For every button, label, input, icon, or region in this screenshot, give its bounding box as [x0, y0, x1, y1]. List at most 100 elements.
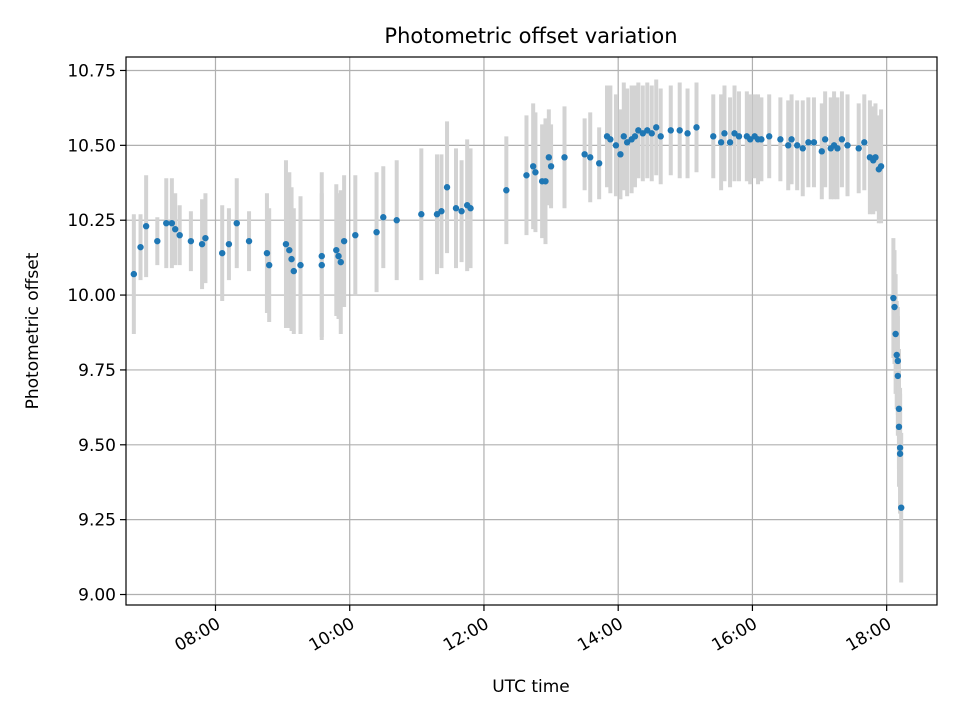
- data-point: [286, 246, 293, 254]
- data-point: [581, 151, 588, 158]
- data-point: [352, 231, 359, 239]
- data-point: [393, 217, 400, 224]
- data-point: [667, 127, 674, 134]
- data-point: [805, 139, 812, 146]
- data-point: [717, 139, 725, 146]
- data-point: [896, 450, 904, 457]
- data-point: [340, 237, 348, 245]
- data-point: [142, 222, 150, 230]
- data-point: [443, 184, 451, 191]
- data-point: [785, 142, 792, 149]
- y-tick-label: 10.50: [67, 136, 116, 156]
- data-point: [896, 444, 904, 451]
- data-point: [758, 136, 765, 143]
- data-point: [233, 219, 240, 227]
- data-point: [721, 130, 728, 137]
- data-point: [176, 231, 183, 239]
- data-point: [818, 148, 825, 155]
- data-point: [288, 255, 295, 263]
- data-point: [676, 127, 683, 134]
- data-point: [877, 163, 885, 170]
- data-point: [380, 214, 387, 221]
- data-point: [894, 372, 902, 380]
- data-point: [547, 163, 555, 170]
- chart-title: Photometric offset variation: [384, 24, 677, 48]
- data-point: [777, 136, 784, 143]
- y-tick-label: 10.25: [67, 211, 116, 231]
- data-point: [799, 145, 806, 152]
- data-point: [337, 258, 344, 266]
- data-point: [458, 208, 465, 215]
- data-point: [617, 151, 624, 158]
- data-point: [793, 142, 801, 149]
- data-point: [684, 130, 691, 137]
- data-point: [895, 405, 903, 413]
- y-tick-label: 9.50: [78, 436, 116, 456]
- data-point: [503, 187, 510, 194]
- plot-frame: [125, 56, 938, 606]
- y-axis: 9.00 9.25 9.50 9.75 10.00 10.25 10.50 10.75: [67, 61, 126, 606]
- data-point: [648, 130, 655, 137]
- data-point: [821, 136, 829, 143]
- data-point: [844, 142, 851, 149]
- data-point: [893, 351, 900, 359]
- data-point: [187, 237, 195, 245]
- data-point: [898, 504, 905, 511]
- data-point: [333, 246, 340, 254]
- data-point: [735, 133, 743, 140]
- data-point: [154, 237, 161, 245]
- data-point: [587, 154, 594, 161]
- data-point: [523, 172, 530, 179]
- data-point: [894, 357, 902, 365]
- data-point: [891, 303, 898, 311]
- y-tick-label: 9.75: [78, 361, 116, 381]
- data-point: [834, 145, 841, 152]
- data-point: [418, 211, 425, 218]
- data-point: [631, 133, 639, 140]
- data-point: [137, 243, 144, 251]
- data-point: [612, 142, 620, 149]
- data-point: [438, 208, 445, 215]
- data-point: [335, 252, 342, 260]
- data-point: [168, 219, 176, 227]
- data-point: [452, 205, 460, 212]
- y-axis-label: Photometric offset: [23, 252, 43, 409]
- data-point: [542, 178, 549, 185]
- data-point: [245, 237, 253, 245]
- data-point: [373, 228, 380, 236]
- data-point: [202, 234, 209, 242]
- data-point: [653, 124, 660, 131]
- data-point: [895, 423, 903, 431]
- data-point: [318, 261, 325, 269]
- data-point: [318, 252, 325, 260]
- data-point: [620, 133, 627, 140]
- data-point: [561, 154, 568, 161]
- data-point: [838, 136, 846, 143]
- data-point: [810, 139, 818, 146]
- data-point: [198, 240, 206, 248]
- y-tick-label: 9.25: [78, 511, 116, 531]
- data-point: [130, 270, 138, 278]
- data-point: [263, 249, 271, 257]
- x-axis-label: UTC time: [492, 677, 570, 697]
- data-point: [290, 267, 297, 275]
- data-point: [693, 124, 700, 131]
- data-point: [297, 261, 304, 269]
- data-point: [219, 249, 226, 257]
- data-point: [532, 169, 539, 176]
- data-point: [595, 160, 603, 167]
- data-points: [130, 124, 905, 511]
- data-point: [766, 133, 773, 140]
- data-point: [788, 136, 795, 143]
- data-point: [892, 330, 899, 338]
- data-point: [657, 133, 664, 140]
- data-point: [607, 136, 614, 143]
- y-tick-label: 9.00: [78, 586, 116, 606]
- data-point: [467, 205, 474, 212]
- data-point: [855, 145, 862, 152]
- data-point: [710, 133, 717, 140]
- data-point: [225, 240, 233, 248]
- data-point: [545, 154, 553, 161]
